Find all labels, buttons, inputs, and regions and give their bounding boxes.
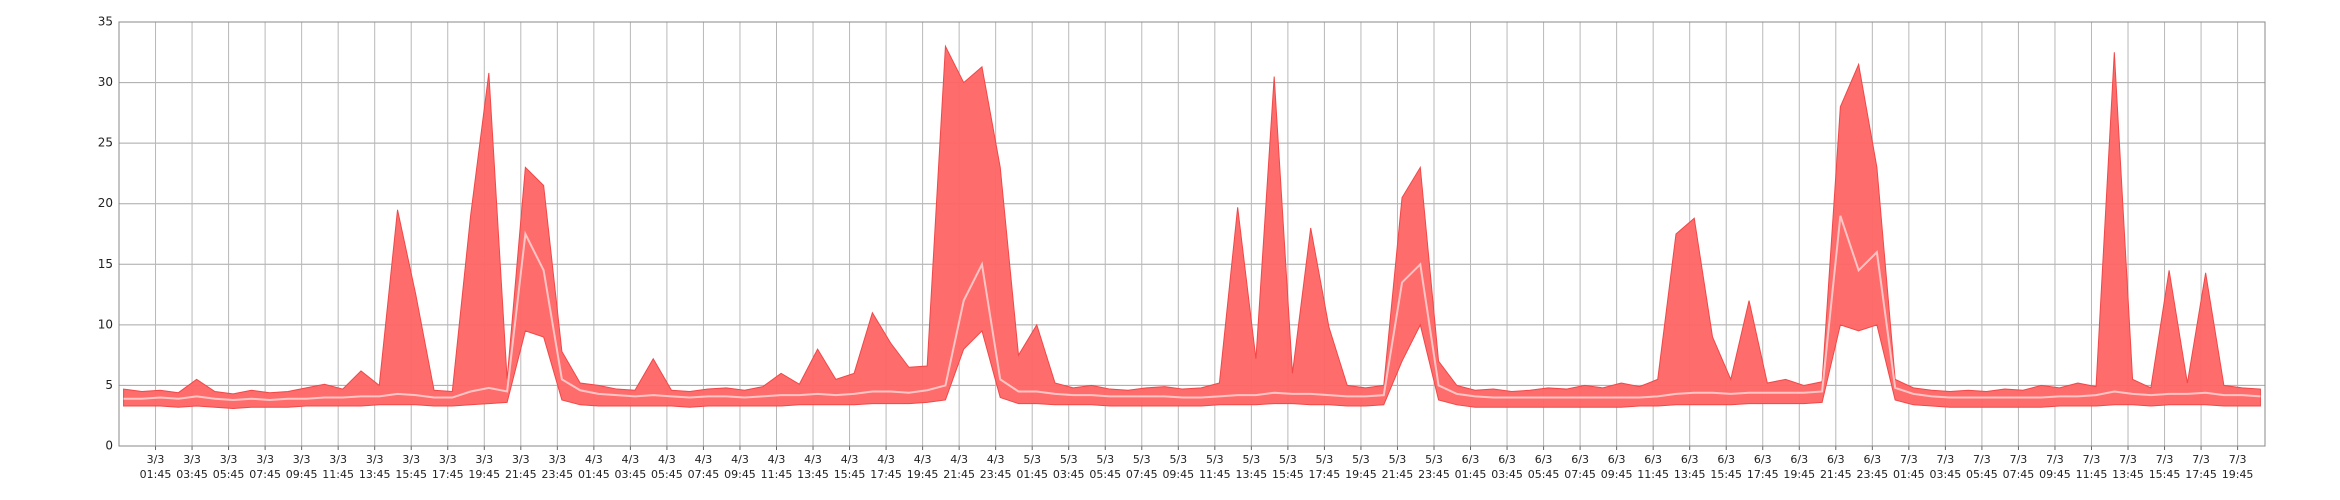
x-tick-label: 5/3 13:45 — [1235, 453, 1268, 481]
x-tick-label: 6/3 21:45 — [1819, 453, 1852, 481]
y-tick-label: 0 — [105, 439, 113, 453]
x-tick-label: 4/3 19:45 — [906, 453, 939, 481]
y-tick-label: 10 — [98, 317, 113, 331]
plot-border — [118, 21, 2266, 447]
x-tick-label: 3/3 17:45 — [431, 453, 464, 481]
x-tick-label: 6/3 01:45 — [1454, 453, 1487, 481]
x-tick-label: 5/3 17:45 — [1308, 453, 1341, 481]
x-tick-label: 5/3 03:45 — [1052, 453, 1085, 481]
x-tick-label: 5/3 05:45 — [1089, 453, 1122, 481]
x-tick-label: 3/3 13:45 — [358, 453, 391, 481]
x-tick-label: 6/3 03:45 — [1491, 453, 1523, 481]
x-tick-label: 7/3 19:45 — [2221, 453, 2254, 481]
y-tick-label: 25 — [98, 136, 113, 150]
x-tick-label: 6/3 05:45 — [1527, 453, 1560, 481]
mean-line — [123, 215, 2261, 401]
x-tick-label: 6/3 15:45 — [1710, 453, 1743, 481]
x-tick-label: 7/3 03:45 — [1929, 453, 1962, 481]
x-tick-label: 3/3 23:45 — [541, 453, 574, 481]
x-tick-label: 4/3 05:45 — [651, 453, 683, 481]
x-tick-label: 5/3 11:45 — [1198, 453, 1231, 481]
y-tick-label: 35 — [98, 15, 113, 29]
x-tick-label: 3/3 09:45 — [285, 453, 318, 481]
x-tick-label: 6/3 17:45 — [1746, 453, 1779, 481]
x-tick-label: 4/3 17:45 — [870, 453, 902, 481]
x-tick-label: 4/3 11:45 — [760, 453, 793, 481]
x-tick-label: 3/3 05:45 — [212, 453, 245, 481]
x-tick-label: 3/3 21:45 — [504, 453, 537, 481]
x-tick-label: 3/3 11:45 — [322, 453, 354, 481]
x-tick-label: 4/3 03:45 — [614, 453, 647, 481]
x-tick-label: 6/3 19:45 — [1783, 453, 1816, 481]
x-tick-label: 7/3 11:45 — [2075, 453, 2108, 481]
x-tick-label: 6/3 11:45 — [1637, 453, 1669, 481]
x-tick-label: 5/3 19:45 — [1345, 453, 1377, 481]
x-tick-label: 7/3 07:45 — [2002, 453, 2035, 481]
x-tick-label: 6/3 07:45 — [1564, 453, 1596, 481]
x-tick-label: 5/3 01:45 — [1016, 453, 1049, 481]
x-tick-label: 4/3 23:45 — [979, 453, 1012, 481]
x-tick-label: 7/3 09:45 — [2039, 453, 2071, 481]
range-band — [123, 44, 2261, 409]
y-tick-label: 30 — [98, 75, 113, 89]
x-tick-label: 4/3 21:45 — [943, 453, 975, 481]
x-tick-label: 5/3 15:45 — [1272, 453, 1304, 481]
x-tick-label: 7/3 17:45 — [2185, 453, 2217, 481]
x-tick-label: 3/3 19:45 — [468, 453, 501, 481]
x-tick-label: 5/3 09:45 — [1162, 453, 1195, 481]
x-tick-label: 7/3 01:45 — [1892, 453, 1925, 481]
y-tick-label: 5 — [105, 378, 113, 392]
x-tick-label: 4/3 07:45 — [687, 453, 720, 481]
x-tick-label: 5/3 07:45 — [1125, 453, 1158, 481]
y-tick-label: 15 — [98, 257, 113, 271]
x-tick-label: 4/3 13:45 — [797, 453, 829, 481]
y-tick-label: 20 — [98, 196, 113, 210]
x-tick-label: 6/3 13:45 — [1673, 453, 1706, 481]
x-tick-label: 3/3 03:45 — [176, 453, 208, 481]
x-tick-label: 5/3 21:45 — [1381, 453, 1414, 481]
x-tick-label: 7/3 13:45 — [2112, 453, 2144, 481]
x-tick-label: 7/3 05:45 — [1966, 453, 1998, 481]
x-tick-label: 5/3 23:45 — [1418, 453, 1450, 481]
x-tick-label: 3/3 07:45 — [249, 453, 281, 481]
x-tick-label: 4/3 15:45 — [833, 453, 866, 481]
x-tick-label: 6/3 09:45 — [1600, 453, 1633, 481]
x-tick-label: 7/3 15:45 — [2148, 453, 2181, 481]
x-tick-label: 4/3 09:45 — [724, 453, 756, 481]
x-tick-label: 3/3 01:45 — [139, 453, 172, 481]
x-tick-label: 6/3 23:45 — [1856, 453, 1889, 481]
x-tick-label: 3/3 15:45 — [395, 453, 428, 481]
x-tick-label: 4/3 01:45 — [578, 453, 610, 481]
